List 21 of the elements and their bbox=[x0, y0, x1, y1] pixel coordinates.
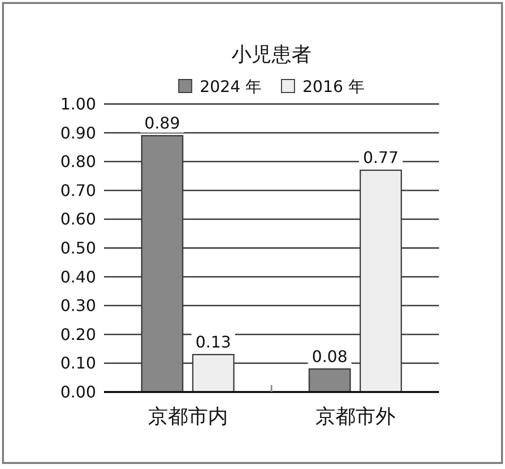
y-tick-label: 0.40 bbox=[60, 267, 96, 286]
chart-title: 小児患者 bbox=[232, 42, 312, 66]
y-tick-label: 0.30 bbox=[60, 296, 96, 316]
y-tick-label: 0.90 bbox=[60, 123, 96, 142]
y-tick-label: 0.00 bbox=[60, 382, 96, 402]
x-tick-label: 京都市外 bbox=[315, 404, 396, 428]
y-tick-label: 0.50 bbox=[60, 238, 96, 258]
data-label: 0.13 bbox=[195, 332, 232, 352]
bar bbox=[308, 368, 351, 393]
y-tick-label: 0.20 bbox=[60, 324, 96, 344]
y-tick-label: 0.10 bbox=[60, 354, 96, 373]
data-label: 0.77 bbox=[362, 148, 399, 168]
y-tick-label: 0.60 bbox=[60, 210, 96, 229]
legend-label: 2024 年 bbox=[200, 77, 262, 96]
data-label: 0.08 bbox=[312, 346, 348, 366]
legend-label: 2016 年 bbox=[302, 77, 364, 96]
y-tick-label: 0.80 bbox=[60, 152, 96, 172]
x-tick-label: 京都市内 bbox=[148, 404, 228, 428]
data-label: 0.89 bbox=[144, 114, 180, 133]
y-tick-label: 1.00 bbox=[60, 94, 96, 114]
y-tick-label: 0.70 bbox=[60, 180, 96, 200]
